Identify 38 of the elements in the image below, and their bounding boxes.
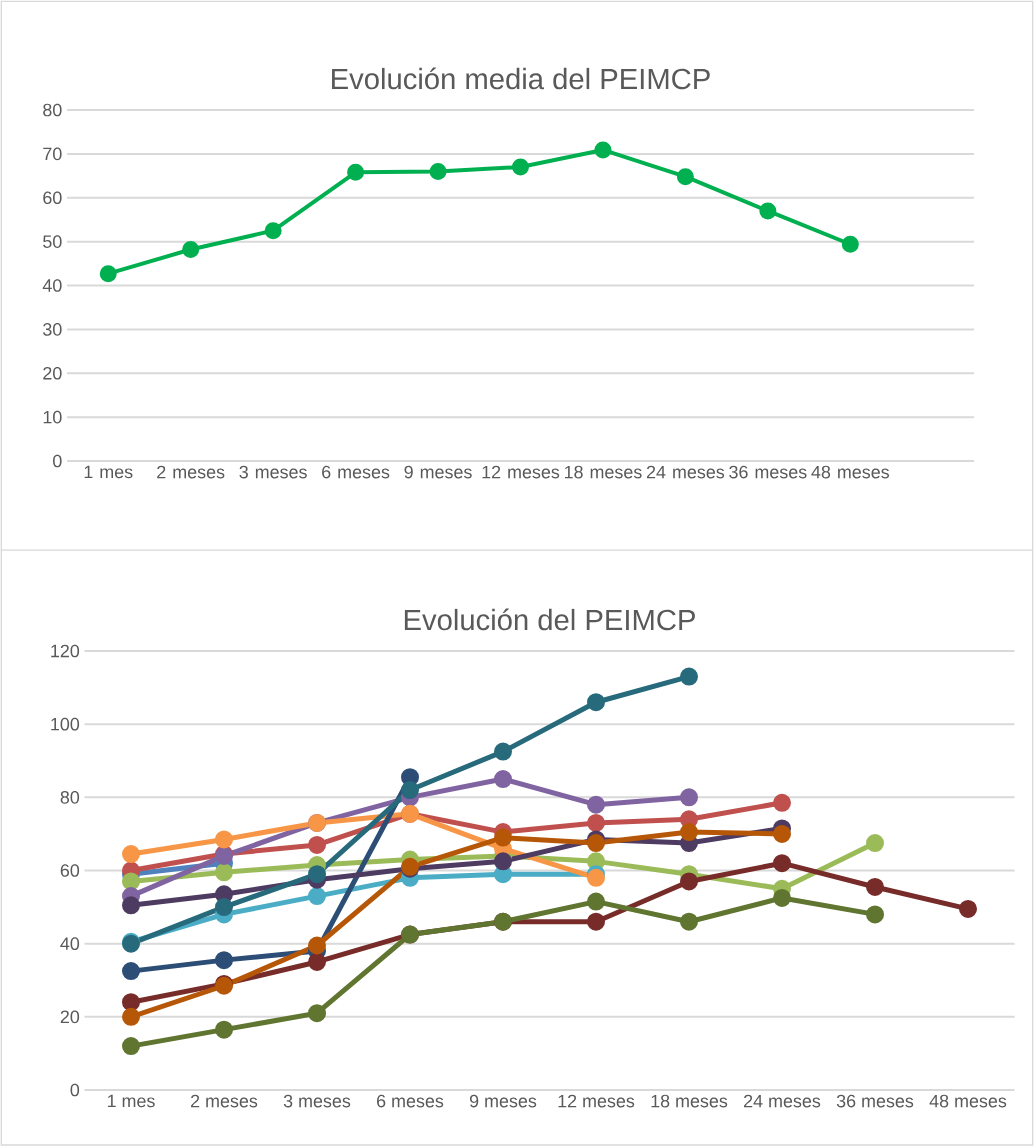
y-tick-label: 40 — [60, 937, 80, 951]
x-tick-label: 2 meses — [191, 1094, 258, 1108]
x-tick-label: 48 meses — [929, 1094, 1007, 1108]
x-tick-label: 1 mes — [84, 465, 133, 479]
x-tick-label: 18 meses — [564, 465, 642, 479]
x-tick-label: 6 meses — [377, 1094, 444, 1108]
y-tick-label: 40 — [42, 279, 62, 292]
y-tick-label: 0 — [70, 1083, 80, 1097]
x-tick-label: 6 meses — [322, 465, 390, 479]
y-tick-label: 50 — [43, 235, 62, 248]
x-tick-label: 12 meses — [558, 1094, 635, 1108]
x-tick-label: 24 meses — [744, 1094, 821, 1108]
x-tick-label: 48 meses — [811, 465, 890, 479]
x-tick-label: 9 meses — [404, 465, 472, 479]
x-tick-label: 3 meses — [239, 465, 307, 479]
y-tick-label: 30 — [43, 323, 62, 336]
x-tick-label: 1 mes — [107, 1094, 155, 1108]
y-tick-label: 80 — [60, 791, 80, 804]
y-tick-label: 70 — [43, 147, 62, 161]
y-tick-label: 100 — [51, 717, 80, 731]
chart-title: Evolución media del PEIMCP — [332, 67, 710, 90]
y-tick-label: 20 — [43, 366, 62, 380]
chart-title: Evolución del PEIMCP — [404, 608, 695, 631]
x-tick-label: 2 meses — [157, 465, 225, 479]
y-tick-label: 80 — [43, 103, 62, 117]
x-tick-label: 36 meses — [836, 1094, 914, 1108]
y-tick-label: 0 — [53, 454, 62, 468]
x-tick-label: 36 meses — [729, 465, 807, 479]
x-tick-label: 9 meses — [469, 1094, 537, 1108]
y-tick-label: 20 — [60, 1010, 80, 1024]
y-tick-label: 120 — [51, 644, 80, 658]
y-tick-label: 60 — [43, 191, 62, 205]
y-tick-label: 60 — [60, 864, 80, 877]
y-tick-label: 10 — [43, 410, 62, 424]
x-tick-label: 24 meses — [646, 465, 725, 479]
x-tick-label: 18 meses — [651, 1094, 728, 1108]
x-tick-label: 3 meses — [283, 1094, 351, 1108]
x-tick-label: 12 meses — [482, 465, 560, 479]
